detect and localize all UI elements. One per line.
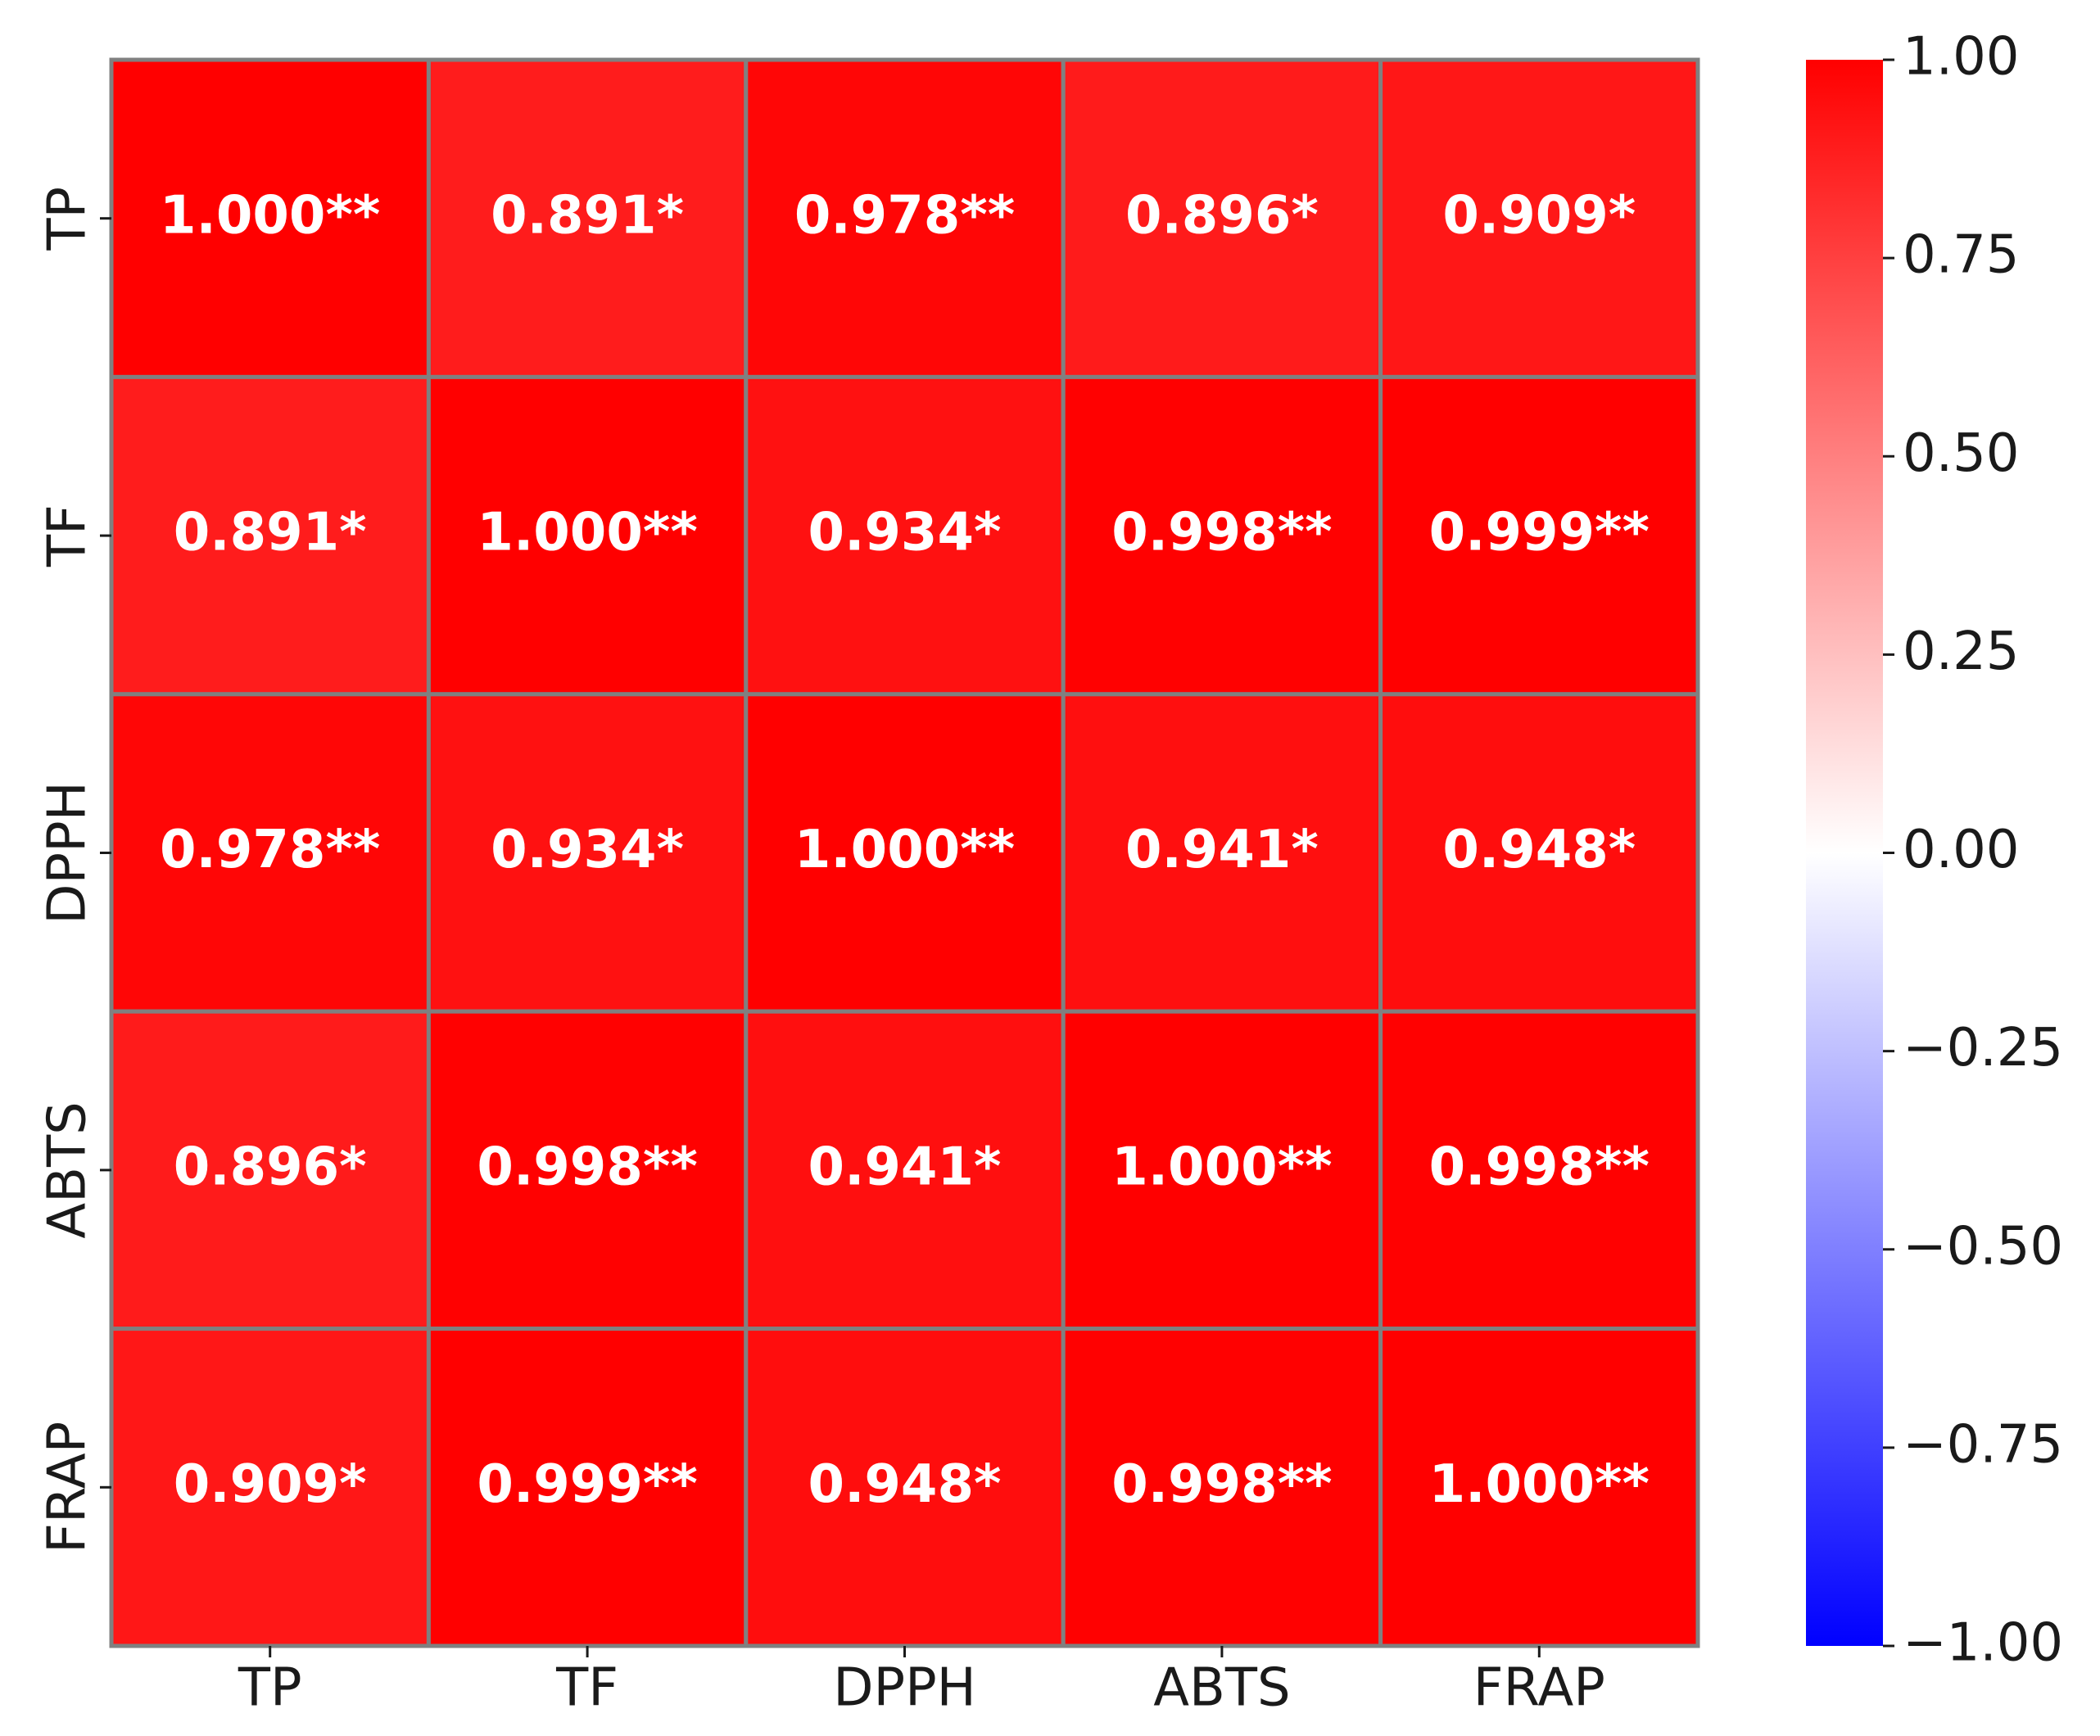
cell-label: 0.998**: [477, 1137, 697, 1197]
heatmap-cell: [1378, 692, 1700, 1014]
heatmap-cell: [426, 57, 749, 379]
heatmap-cell: [1061, 57, 1383, 379]
y-tick-label: TF: [38, 504, 98, 567]
colorbar-tick-label: −0.50: [1903, 1216, 2063, 1277]
cell-label: 1.000**: [477, 503, 697, 563]
cell-label: 0.934*: [808, 503, 1002, 563]
y-tick-label: ABTS: [38, 1101, 98, 1238]
heatmap-cell: [1378, 1009, 1700, 1331]
heatmap-cell: [744, 374, 1066, 697]
cell-label: 0.999**: [1429, 503, 1650, 563]
colorbar-tick-label: 0.50: [1903, 423, 2020, 484]
x-tick-label: DPPH: [833, 1658, 976, 1719]
colorbar-tick-label: 0.00: [1903, 820, 2020, 880]
heatmap-cell: [744, 1009, 1066, 1331]
colorbar-tick-label: −0.25: [1903, 1018, 2063, 1078]
cell-label: 1.000**: [794, 820, 1015, 880]
colorbar-tick-label: −1.00: [1903, 1613, 2063, 1674]
cell-label: 0.941*: [808, 1137, 1002, 1197]
y-tick-label: FRAP: [38, 1422, 98, 1553]
cell-label: 0.896*: [1125, 185, 1319, 246]
heatmap-cell: [426, 1009, 749, 1331]
heatmap-cell: [1378, 374, 1700, 697]
cell-label: 0.998**: [1111, 1454, 1332, 1515]
cell-label: 1.000**: [1429, 1454, 1650, 1515]
y-tick-label: TP: [38, 187, 98, 251]
x-tick-label: ABTS: [1153, 1658, 1290, 1719]
colorbar-tick-label: 0.75: [1903, 225, 2020, 286]
heatmap-cell: [1378, 1327, 1700, 1648]
cell-label: 0.998**: [1429, 1137, 1650, 1197]
x-tick-label: TF: [555, 1658, 618, 1719]
cell-label: 0.998**: [1111, 503, 1332, 563]
heatmap-cell: [744, 57, 1066, 379]
y-tick-label: DPPH: [38, 781, 98, 925]
cell-label: 0.896*: [174, 1137, 367, 1197]
heatmap-cell: [109, 374, 431, 697]
cell-label: 0.909*: [1442, 185, 1636, 246]
heatmap-cell: [744, 1327, 1066, 1648]
x-tick-label: FRAP: [1473, 1658, 1605, 1719]
heatmap-cell: [426, 1327, 749, 1648]
cell-label: 0.941*: [1125, 820, 1319, 880]
cell-label: 0.999**: [477, 1454, 697, 1515]
colorbar: [1806, 60, 1883, 1646]
colorbar-tick-label: 1.00: [1903, 27, 2020, 88]
heatmap-cell: [1378, 57, 1700, 379]
cell-label: 0.978**: [794, 185, 1015, 246]
x-tick-label: TP: [238, 1658, 302, 1719]
heatmap-cell: [1061, 1009, 1383, 1331]
heatmap-cell: [426, 692, 749, 1014]
cell-label: 0.891*: [491, 185, 684, 246]
cell-label: 0.948*: [1442, 820, 1636, 880]
heatmap-cell: [1061, 692, 1383, 1014]
heatmap-cell: [109, 57, 431, 379]
cell-label: 0.934*: [491, 820, 684, 880]
cell-label: 0.948*: [808, 1454, 1002, 1515]
colorbar-tick-label: 0.25: [1903, 622, 2020, 682]
heatmap-cell: [744, 692, 1066, 1014]
cell-label: 0.909*: [174, 1454, 367, 1515]
cell-label: 1.000**: [160, 185, 380, 246]
heatmap-cell: [109, 1327, 431, 1648]
cell-label: 1.000**: [1111, 1137, 1332, 1197]
cell-label: 0.891*: [174, 503, 367, 563]
cell-label: 0.978**: [160, 820, 380, 880]
colorbar-tick-label: −0.75: [1903, 1414, 2063, 1475]
